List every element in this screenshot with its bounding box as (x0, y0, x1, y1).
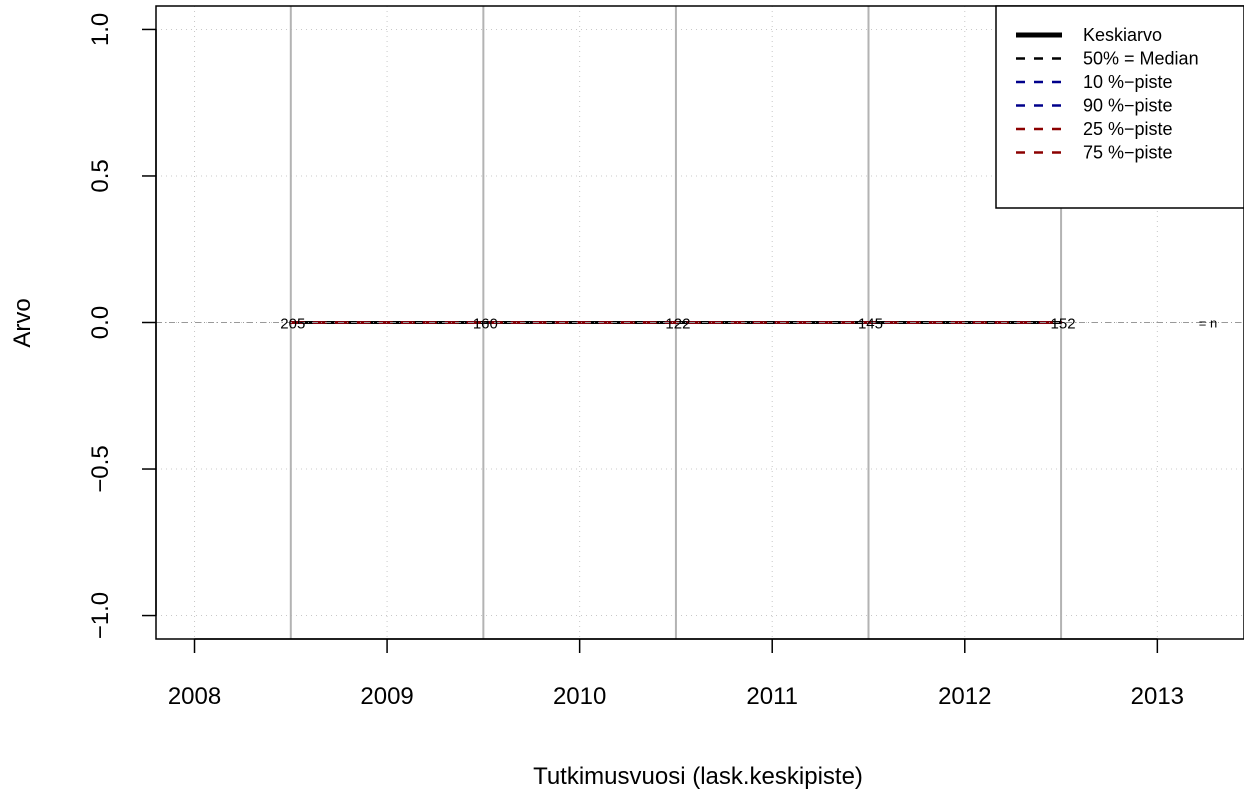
n-legend-label: = n (1199, 316, 1217, 331)
legend: Keskiarvo 50% = Median 10 %−piste 90 %−pist… (995, 5, 1244, 209)
y-tick-label-4: 1.0 (87, 13, 114, 46)
legend-label-2: 10 %−piste (1083, 72, 1173, 92)
legend-label-0: Keskiarvo (1083, 25, 1162, 45)
legend-label-1: 50% = Median (1083, 49, 1199, 69)
legend-label-5: 75 %−piste (1083, 143, 1173, 163)
y-tick-label-3: 0.5 (87, 159, 114, 192)
n-label-4: 152 (1051, 316, 1076, 333)
x-tick-label-4: 2012 (938, 683, 991, 710)
x-tick-label-3: 2011 (746, 683, 798, 710)
x-tick-label-1: 2009 (360, 683, 413, 710)
y-tick-label-1: −0.5 (87, 445, 114, 492)
y-axis: −1.0 −0.5 0.0 0.5 1.0 (87, 13, 157, 639)
n-label-layer: 205 160 122 145 152 = n (156, 316, 1244, 333)
y-tick-label-0: −1.0 (87, 592, 114, 639)
x-tick-label-2: 2010 (553, 683, 606, 710)
x-axis-label: Tutkimusvuosi (lask.keskipiste) (533, 763, 863, 790)
legend-label-4: 25 %−piste (1083, 119, 1173, 139)
x-axis: 2008 2009 2010 2011 2012 2013 (168, 638, 1184, 710)
n-label-0: 205 (280, 316, 305, 333)
n-label-3: 145 (858, 316, 883, 333)
x-tick-label-5: 2013 (1131, 683, 1184, 710)
series-point-5-4 (1059, 321, 1063, 324)
y-tick-label-2: 0.0 (87, 306, 114, 339)
series-point-5-2 (674, 321, 678, 324)
n-label-2: 122 (665, 316, 690, 333)
n-label-1: 160 (473, 316, 498, 333)
series-point-5-3 (867, 321, 870, 324)
legend-box (995, 5, 1244, 209)
y-axis-label: Arvo (9, 298, 36, 347)
legend-label-3: 90 %−piste (1083, 96, 1173, 116)
x-tick-label-0: 2008 (168, 683, 221, 710)
